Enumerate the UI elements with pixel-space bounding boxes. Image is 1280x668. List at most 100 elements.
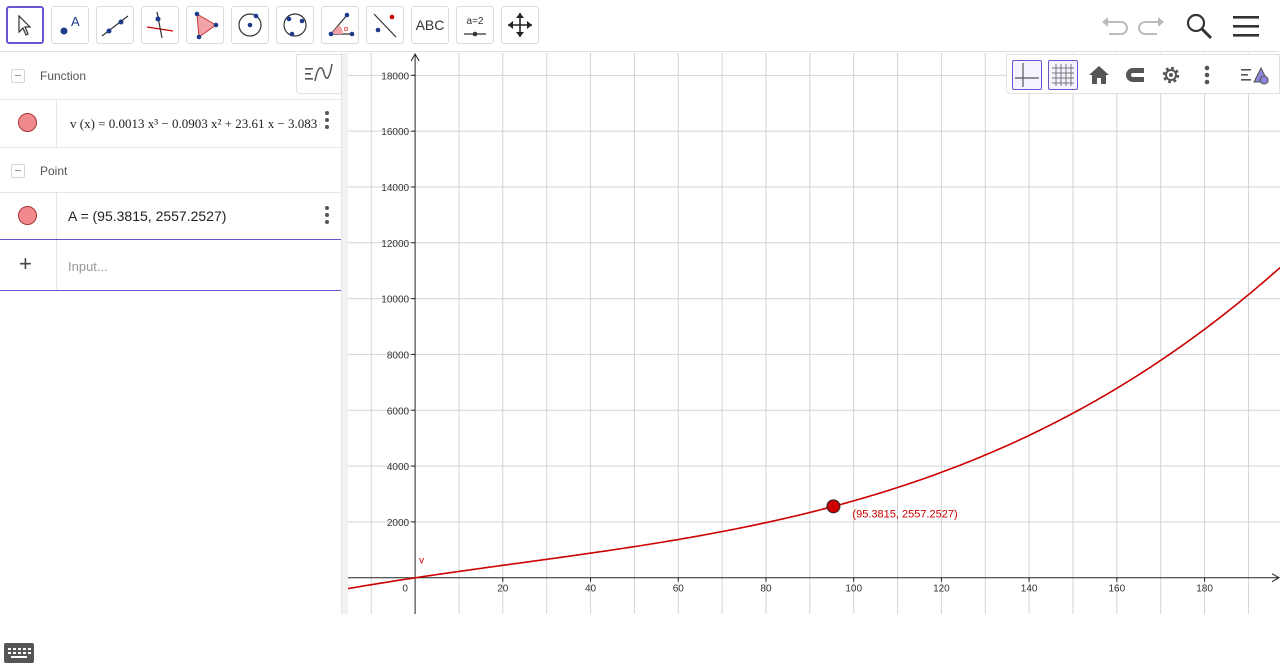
graphics-canvas[interactable]: 0 20 40 60 80 100 120 140 160 180 2000 4000 6000 8000… bbox=[348, 53, 1280, 614]
algebra-style-button[interactable] bbox=[296, 54, 342, 94]
text-tool-button[interactable]: ABC bbox=[411, 6, 449, 44]
x-axis-arrow bbox=[1271, 573, 1280, 583]
function-lhs: v (x) bbox=[70, 116, 95, 131]
x-tick-label: 80 bbox=[760, 584, 772, 595]
circle-center-tool-button[interactable] bbox=[231, 6, 269, 44]
x-tick-label: 120 bbox=[933, 584, 950, 595]
point-a bbox=[826, 499, 841, 514]
search-button[interactable] bbox=[1183, 10, 1215, 42]
text-tool-label: ABC bbox=[415, 17, 445, 33]
function-curve bbox=[348, 267, 1280, 590]
redo-button[interactable] bbox=[1136, 10, 1168, 42]
row-separator bbox=[56, 193, 57, 240]
reflect-about-line-icon bbox=[373, 13, 397, 38]
x-tick-label: 20 bbox=[497, 584, 509, 595]
more-options-icon[interactable] bbox=[322, 111, 332, 132]
y-tick-label: 8000 bbox=[387, 350, 410, 361]
point-row[interactable]: A = (95.3815, 2557.2527) bbox=[0, 192, 341, 240]
toggle-grid-button[interactable] bbox=[1048, 60, 1078, 90]
visibility-toggle[interactable] bbox=[18, 206, 37, 225]
reflect-tool-button[interactable] bbox=[366, 6, 404, 44]
circle-center-icon bbox=[238, 13, 262, 37]
graphics-settings-button[interactable] bbox=[1156, 60, 1186, 90]
y-tick-label: 12000 bbox=[381, 239, 409, 250]
graphics-view[interactable]: 0 20 40 60 80 100 120 140 160 180 2000 4000 6000 8000… bbox=[348, 53, 1280, 614]
group-label: Function bbox=[40, 69, 87, 83]
slider-tool-label: a=2 bbox=[466, 16, 484, 27]
main-menu-button[interactable] bbox=[1230, 10, 1262, 42]
polygon-tool-button[interactable] bbox=[186, 6, 224, 44]
y-tick-label: 10000 bbox=[381, 295, 409, 306]
circle-three-points-icon bbox=[283, 13, 307, 37]
perpendicular-line-icon bbox=[146, 11, 174, 39]
y-tick-label: 4000 bbox=[387, 462, 410, 473]
algebra-view: Function v (x) = 0.0013 x³ − 0.0903 x² +… bbox=[0, 53, 341, 663]
row-separator bbox=[56, 240, 57, 290]
group-label: Point bbox=[40, 164, 68, 178]
redo-icon bbox=[1138, 17, 1164, 35]
home-icon bbox=[1089, 66, 1109, 84]
grid-icon bbox=[1052, 64, 1074, 86]
cursor-arrow-icon bbox=[18, 14, 32, 36]
svg-text:A: A bbox=[71, 14, 80, 29]
x-tick-label: 160 bbox=[1109, 584, 1126, 595]
style-bar-icon bbox=[305, 63, 333, 82]
y-tick-label: 6000 bbox=[387, 406, 410, 417]
y-tick-label: 16000 bbox=[381, 127, 409, 138]
point-tool-button[interactable]: A bbox=[51, 6, 89, 44]
point-icon: A bbox=[60, 14, 80, 35]
circle-three-points-tool-button[interactable] bbox=[276, 6, 314, 44]
style-bar-triangle-icon bbox=[1241, 66, 1269, 85]
point-a-label: (95.3815, 2557.2527) bbox=[852, 508, 957, 520]
collapse-icon[interactable] bbox=[11, 69, 25, 83]
point-definition[interactable]: A = (95.3815, 2557.2527) bbox=[68, 208, 227, 224]
y-axis-arrow bbox=[410, 53, 420, 62]
keyboard-icon[interactable] bbox=[4, 643, 34, 663]
x-tick-label: 100 bbox=[845, 584, 862, 595]
gear-icon bbox=[1162, 66, 1180, 84]
graphics-style-bar bbox=[1006, 54, 1280, 94]
x-tick-label: 140 bbox=[1021, 584, 1038, 595]
y-tick-label: 2000 bbox=[387, 518, 410, 529]
move-arrows-icon bbox=[508, 13, 532, 37]
polygon-icon bbox=[194, 11, 219, 40]
angle-tool-button[interactable]: α bbox=[321, 6, 359, 44]
perpendicular-line-tool-button[interactable] bbox=[141, 6, 179, 44]
svg-text:α: α bbox=[344, 26, 348, 33]
input-row[interactable]: + Input... bbox=[0, 239, 341, 291]
standard-view-button[interactable] bbox=[1084, 60, 1114, 90]
angle-icon: α bbox=[328, 12, 355, 37]
function-label: v bbox=[419, 556, 424, 567]
move-graphics-view-tool-button[interactable] bbox=[501, 6, 539, 44]
point-group-header[interactable]: Point bbox=[0, 147, 341, 193]
more-options-button[interactable] bbox=[1192, 60, 1222, 90]
y-tick-label: 18000 bbox=[381, 71, 409, 82]
more-options-icon[interactable] bbox=[322, 206, 332, 227]
vertical-dots-icon bbox=[1204, 65, 1210, 85]
visibility-toggle[interactable] bbox=[18, 113, 37, 132]
point-capturing-button[interactable] bbox=[1120, 60, 1150, 90]
function-expression: 0.0013 x³ − 0.0903 x² + 23.61 x − 3.083 bbox=[108, 116, 318, 131]
line-tool-button[interactable] bbox=[96, 6, 134, 44]
function-row[interactable]: v (x) = 0.0013 x³ − 0.0903 x² + 23.61 x … bbox=[0, 99, 341, 147]
input-field[interactable]: Input... bbox=[68, 259, 108, 274]
x-tick-label: 0 bbox=[402, 584, 408, 595]
graphics-style-toggle-button[interactable] bbox=[1238, 60, 1276, 90]
main-toolbar: A α ABC a=2 bbox=[0, 0, 1280, 52]
plus-icon[interactable]: + bbox=[19, 251, 32, 276]
x-tick-label: 40 bbox=[585, 584, 597, 595]
slider-tool-button[interactable]: a=2 bbox=[456, 6, 494, 44]
x-tick-label: 180 bbox=[1196, 584, 1213, 595]
magnet-icon bbox=[1126, 68, 1144, 82]
undo-button[interactable] bbox=[1098, 10, 1130, 42]
collapse-icon[interactable] bbox=[11, 164, 25, 178]
undo-icon bbox=[1102, 17, 1128, 35]
function-definition[interactable]: v (x) = 0.0013 x³ − 0.0903 x² + 23.61 x … bbox=[70, 116, 318, 131]
function-group-header[interactable]: Function bbox=[0, 53, 341, 99]
slider-icon bbox=[464, 31, 486, 37]
toggle-axes-button[interactable] bbox=[1012, 60, 1042, 90]
hamburger-menu-icon bbox=[1233, 16, 1259, 37]
move-tool-button[interactable] bbox=[6, 6, 44, 44]
row-separator bbox=[56, 100, 57, 147]
panel-divider[interactable] bbox=[341, 53, 348, 614]
